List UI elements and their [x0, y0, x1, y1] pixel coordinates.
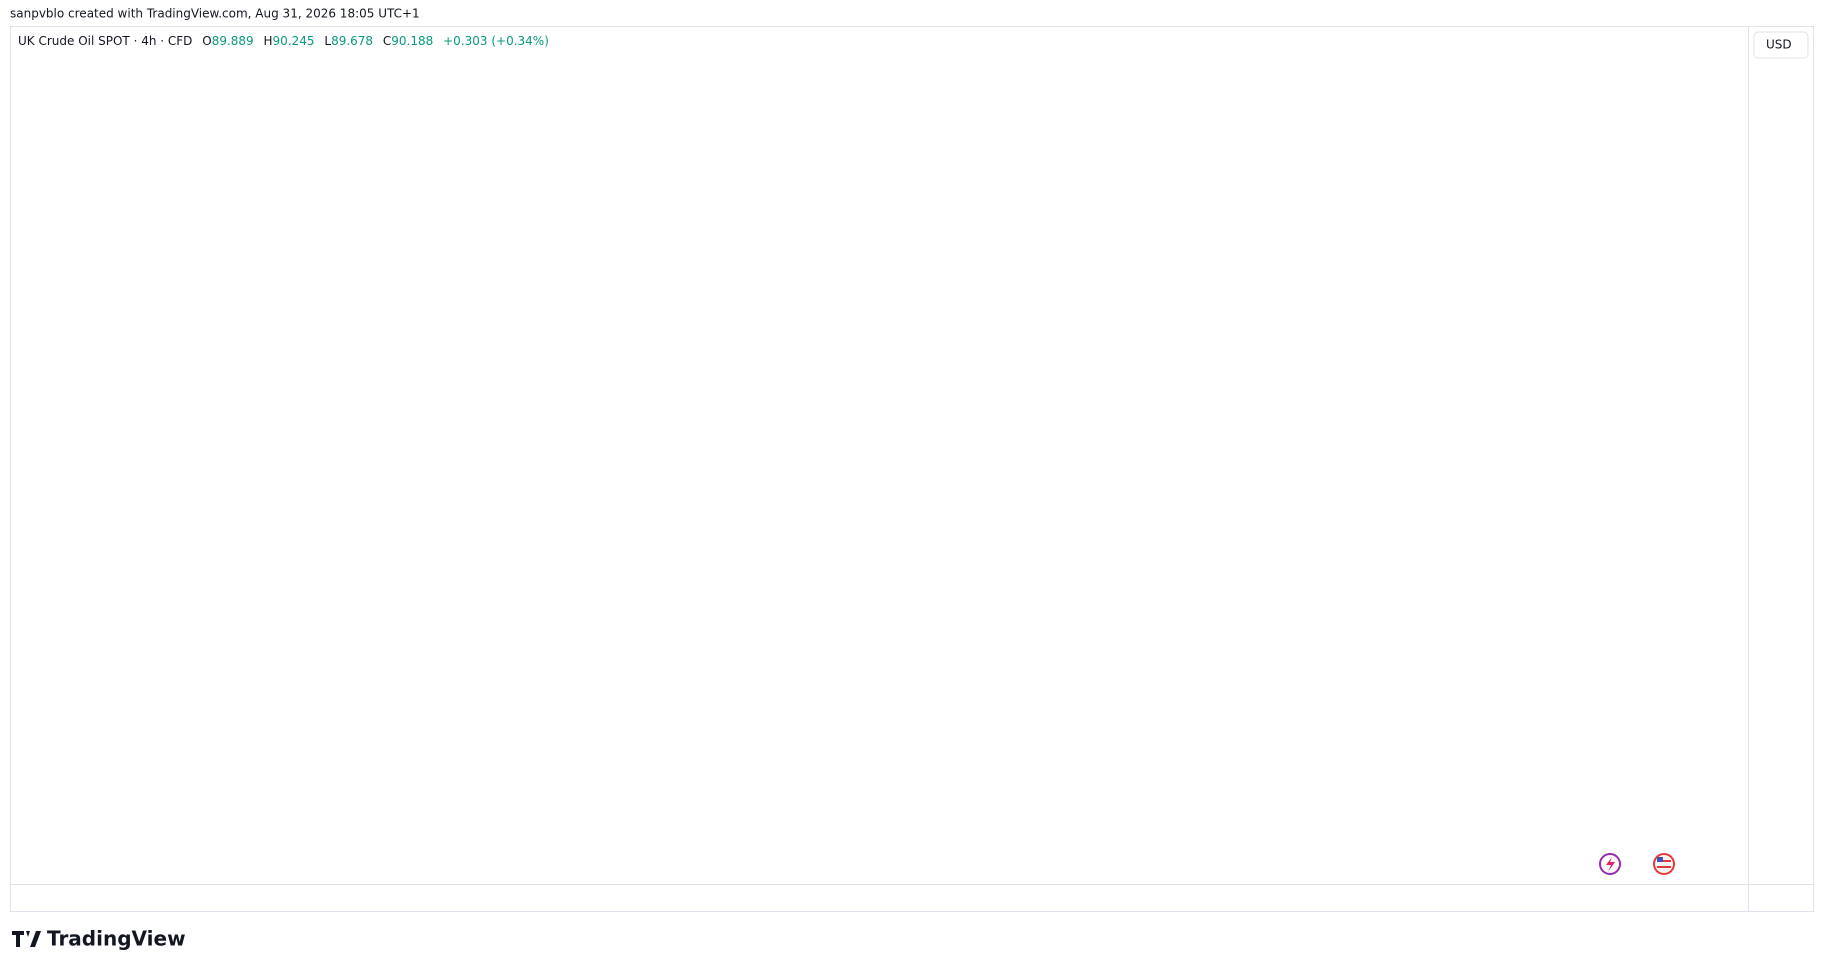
- legend-key: L: [324, 34, 331, 48]
- flag-stripe: [1657, 866, 1671, 868]
- logo-mark: [12, 931, 41, 947]
- bottom-icons: [1599, 853, 1675, 875]
- flag-canton: [1657, 857, 1663, 862]
- legend-close: 90.188: [391, 34, 433, 48]
- event-icon[interactable]: [1599, 853, 1621, 875]
- currency-box[interactable]: [1753, 31, 1809, 59]
- event-bolt: [1606, 857, 1615, 872]
- currency[interactable]: USD: [1766, 38, 1792, 52]
- legend: UK Crude Oil SPOT · 4h · CFD O89.889 H90…: [18, 34, 549, 48]
- legend-key: O: [202, 34, 211, 48]
- legend-open: 89.889: [212, 34, 254, 48]
- chart-frame: [10, 26, 1814, 912]
- legend-key: H: [264, 34, 273, 48]
- logo-text: TradingView: [47, 927, 186, 951]
- legend-key: C: [383, 34, 391, 48]
- symbol-title: UK Crude Oil SPOT · 4h · CFD: [18, 34, 192, 48]
- credit: sanpvblo created with TradingView.com, A…: [10, 7, 420, 21]
- legend-low: 89.678: [331, 34, 373, 48]
- legend-high: 90.245: [273, 34, 315, 48]
- logo: TradingView: [12, 927, 186, 951]
- legend-line: UK Crude Oil SPOT · 4h · CFD O89.889 H90…: [18, 34, 549, 48]
- legend-change: +0.303 (+0.34%): [443, 34, 549, 48]
- flag-stripe: [1657, 860, 1671, 862]
